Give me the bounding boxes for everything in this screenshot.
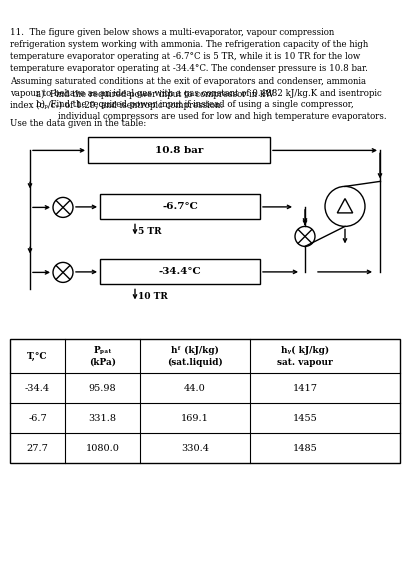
- Text: 1080.0: 1080.0: [85, 444, 119, 453]
- Text: 330.4: 330.4: [180, 444, 209, 453]
- Text: -34.4°C: -34.4°C: [158, 267, 201, 277]
- Text: 10.8 bar: 10.8 bar: [155, 146, 203, 155]
- Text: Use the data given in the table:: Use the data given in the table:: [10, 119, 146, 129]
- Text: 169.1: 169.1: [181, 414, 209, 423]
- Text: 331.8: 331.8: [88, 414, 116, 423]
- Text: 44.0: 44.0: [184, 384, 205, 393]
- Text: 11.  The figure given below shows a multi-evaporator, vapour compression
refrige: 11. The figure given below shows a multi…: [10, 28, 381, 110]
- Bar: [88, 137, 270, 163]
- Text: 10 TR: 10 TR: [138, 292, 167, 301]
- Bar: [100, 259, 259, 284]
- Text: T,°C: T,°C: [27, 352, 47, 361]
- Text: 1485: 1485: [292, 444, 317, 453]
- Text: -6.7°C: -6.7°C: [162, 203, 198, 212]
- Text: 1455: 1455: [292, 414, 317, 423]
- Bar: [10, 339, 399, 463]
- Text: 95.98: 95.98: [88, 384, 116, 393]
- Text: hᵧ( kJ/kg)
sat. vapour: hᵧ( kJ/kg) sat. vapour: [276, 347, 332, 366]
- Text: a)  Find the required power input to compressor in kW: a) Find the required power input to comp…: [36, 90, 273, 99]
- Text: 5 TR: 5 TR: [138, 227, 161, 236]
- Text: 27.7: 27.7: [27, 444, 48, 453]
- Bar: [100, 195, 259, 220]
- Text: -6.7: -6.7: [28, 414, 47, 423]
- Text: -34.4: -34.4: [25, 384, 50, 393]
- Text: Pₚₐₜ
(kPa): Pₚₐₜ (kPa): [89, 347, 116, 366]
- Text: 1417: 1417: [292, 384, 317, 393]
- Text: hᶠ (kJ/kg)
(sat.liquid): hᶠ (kJ/kg) (sat.liquid): [167, 346, 222, 366]
- Text: b)  Find the required power input if instead of using a single compressor,
     : b) Find the required power input if inst…: [36, 100, 386, 121]
